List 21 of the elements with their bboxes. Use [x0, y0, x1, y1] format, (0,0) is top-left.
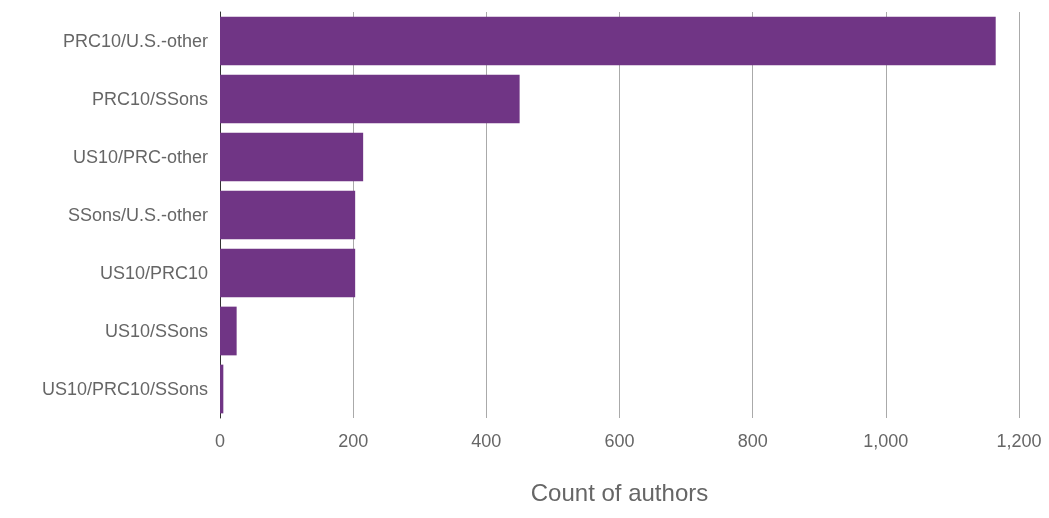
- y-tick-label: US10/SSons: [104, 321, 208, 341]
- y-tick-label: PRC10/SSons: [91, 89, 208, 109]
- x-tick-label: 1,000: [863, 431, 909, 451]
- x-tick-label: 800: [737, 431, 768, 451]
- y-tick-label: US10/PRC10/SSons: [41, 379, 208, 399]
- bar: [220, 16, 996, 66]
- y-tick-label: US10/PRC-other: [72, 147, 208, 167]
- x-tick-label: 200: [338, 431, 369, 451]
- x-tick-label: 600: [604, 431, 635, 451]
- x-tick-label: 1,200: [996, 431, 1042, 451]
- bar: [220, 248, 356, 298]
- y-tick-label: US10/PRC10: [99, 263, 208, 283]
- x-tick-label: 400: [471, 431, 502, 451]
- y-tick-label: PRC10/U.S.-other: [62, 31, 208, 51]
- x-tick-label: 0: [214, 431, 226, 451]
- bar: [220, 190, 356, 240]
- bar: [220, 74, 520, 124]
- y-tick-label: SSons/U.S.-other: [67, 205, 209, 225]
- bar: [220, 132, 364, 182]
- bar: [220, 306, 237, 356]
- x-axis-title: Count of authors: [530, 478, 709, 506]
